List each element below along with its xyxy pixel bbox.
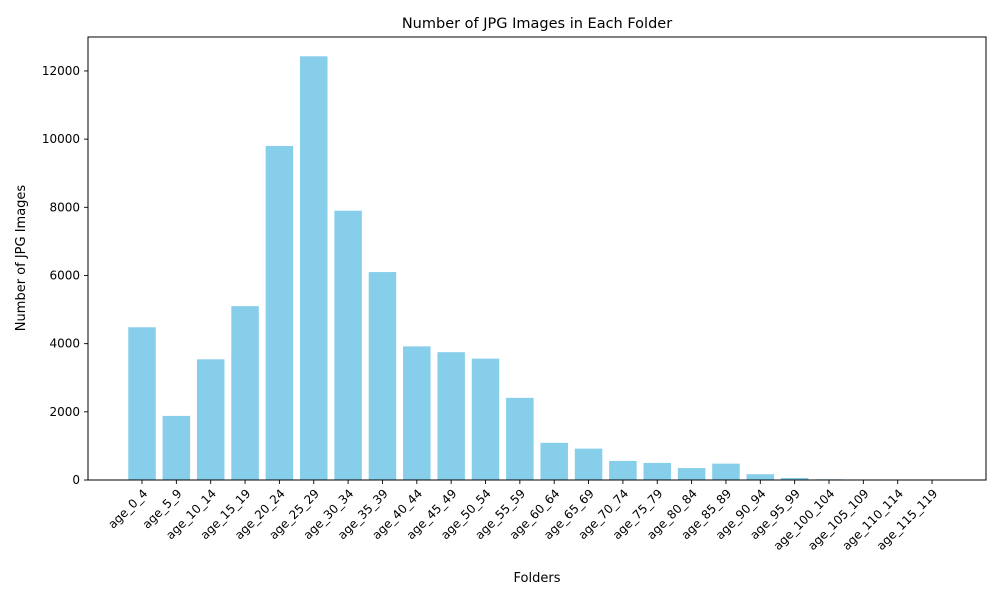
bar-age_30_34 (334, 211, 362, 480)
bar-age_65_69 (575, 449, 603, 480)
bar-age_45_49 (437, 352, 465, 480)
bar-age_90_94 (747, 474, 775, 480)
y-axis: 0 2000 4000 6000 8000 10000 12000 (42, 64, 88, 487)
y-axis-label: Number of JPG Images (14, 185, 29, 332)
chart-title: Number of JPG Images in Each Folder (402, 16, 672, 32)
bar-age_0_4 (128, 327, 156, 480)
bar-age_35_39 (369, 272, 397, 480)
bar-age_40_44 (403, 346, 431, 480)
bar-age_10_14 (197, 359, 225, 480)
y-tick-label: 2000 (49, 405, 80, 419)
bar-age_50_54 (472, 359, 500, 480)
x-tick-label: age_115_119 (874, 486, 941, 553)
bar-age_5_9 (163, 416, 191, 480)
bar-age_20_24 (266, 146, 294, 480)
y-tick-label: 0 (72, 473, 80, 487)
bars-group (128, 56, 946, 480)
y-tick-label: 12000 (42, 64, 80, 78)
y-tick-label: 6000 (49, 268, 80, 282)
bar-age_85_89 (712, 464, 740, 480)
bar-age_60_64 (540, 443, 568, 480)
y-tick-label: 4000 (49, 337, 80, 351)
y-tick-label: 10000 (42, 132, 80, 146)
bar-age_15_19 (231, 306, 258, 480)
bar-age_80_84 (678, 468, 706, 480)
x-axis: age_0_4age_5_9age_10_14age_15_19age_20_2… (105, 480, 940, 553)
bar-age_25_29 (300, 56, 328, 480)
y-tick-label: 8000 (49, 200, 80, 214)
bar-age_70_74 (609, 461, 637, 480)
bar-age_55_59 (506, 398, 533, 480)
bar-age_75_79 (644, 463, 672, 480)
x-axis-label: Folders (514, 571, 561, 586)
